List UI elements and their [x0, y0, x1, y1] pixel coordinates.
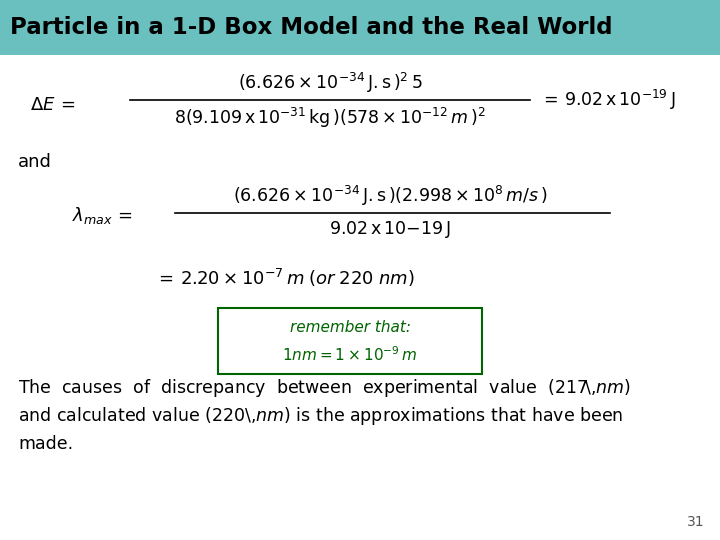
Text: and calculated value (220\,$nm$) is the approximations that have been: and calculated value (220\,$nm$) is the …: [18, 405, 624, 427]
Text: and: and: [18, 153, 52, 171]
Text: made.: made.: [18, 435, 73, 453]
Text: The  causes  of  discrepancy  between  experimental  value  (217\,$nm$): The causes of discrepancy between experi…: [18, 377, 631, 399]
Text: $9.02\,\mathrm{x}\,10{-}19\,\mathrm{J}$: $9.02\,\mathrm{x}\,10{-}19\,\mathrm{J}$: [329, 219, 451, 240]
Text: $\lambda_{max}\,=$: $\lambda_{max}\,=$: [72, 205, 133, 226]
Text: $8(9.109\,\mathrm{x}\,10^{-31}\,\mathrm{kg}\,)(578\times10^{-12}\,m\,)^{2}$: $8(9.109\,\mathrm{x}\,10^{-31}\,\mathrm{…: [174, 106, 486, 130]
Text: $\Delta E\,=$: $\Delta E\,=$: [30, 96, 76, 114]
Text: remember that:: remember that:: [289, 320, 410, 335]
FancyBboxPatch shape: [218, 308, 482, 374]
Text: 31: 31: [688, 515, 705, 529]
Text: $(6.626\times10^{-34}\,\mathrm{J.s}\,)^{2}\,5$: $(6.626\times10^{-34}\,\mathrm{J.s}\,)^{…: [238, 71, 422, 95]
Text: $(6.626\times10^{-34}\,\mathrm{J.s}\,)(2.998\times10^{8}\,m/s\,)$: $(6.626\times10^{-34}\,\mathrm{J.s}\,)(2…: [233, 184, 547, 208]
Text: Particle in a 1-D Box Model and the Real World: Particle in a 1-D Box Model and the Real…: [10, 17, 613, 39]
Text: $=\,9.02\,\mathrm{x}\,10^{-19}\,\mathrm{J}$: $=\,9.02\,\mathrm{x}\,10^{-19}\,\mathrm{…: [540, 88, 675, 112]
Text: $=\,2.20\times10^{-7}\,m\;(or\;220\;nm)$: $=\,2.20\times10^{-7}\,m\;(or\;220\;nm)$: [155, 267, 415, 289]
Text: $1nm = 1\times10^{-9}\,m$: $1nm = 1\times10^{-9}\,m$: [282, 345, 418, 364]
Bar: [0, 0, 720, 55]
